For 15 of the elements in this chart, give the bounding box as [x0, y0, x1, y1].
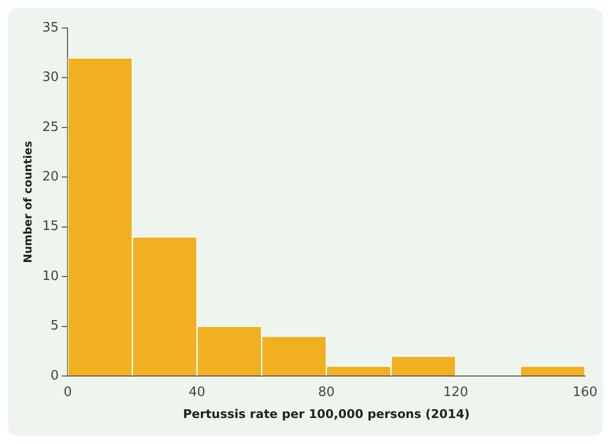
x-axis-title: Pertussis rate per 100,000 persons (2014) — [182, 406, 470, 421]
x-tick-label: 160 — [572, 385, 598, 400]
y-tick-label: 0 — [50, 368, 59, 384]
y-tick-label: 25 — [42, 120, 59, 135]
x-tick-label: 120 — [443, 385, 468, 400]
y-axis-title: Number of counties — [21, 140, 34, 264]
y-tick-label: 35 — [42, 20, 59, 36]
y-tick-label: 20 — [42, 170, 59, 185]
y-tick-label: 15 — [42, 219, 59, 234]
y-tick-label: 30 — [42, 70, 59, 86]
x-tick-label: 80 — [318, 385, 335, 400]
y-tick-label: 5 — [50, 318, 59, 334]
x-tick-label: 0 — [64, 385, 72, 400]
x-tick-label: 40 — [188, 385, 206, 400]
y-tick-label: 10 — [42, 268, 59, 284]
